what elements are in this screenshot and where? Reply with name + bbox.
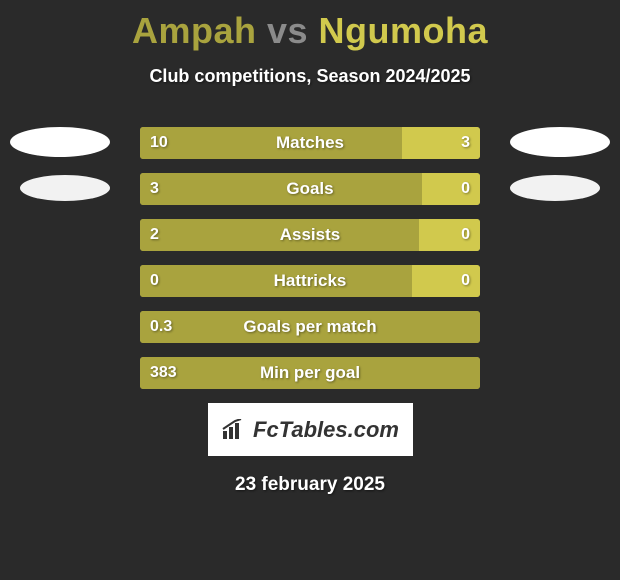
logo-text: FcTables.com <box>253 417 399 443</box>
date-text: 23 february 2025 <box>0 474 620 496</box>
stat-label: Assists <box>140 219 480 251</box>
stat-value-left: 383 <box>150 357 177 389</box>
stat-label: Min per goal <box>140 357 480 389</box>
vs-text: vs <box>267 10 308 51</box>
stat-row: Goals3 0 <box>140 173 480 205</box>
stat-row: Min per goal383 <box>140 357 480 389</box>
stat-row: Assists2 0 <box>140 219 480 251</box>
stat-value-left: 0.3 <box>150 311 172 343</box>
player1-club-placeholder <box>20 175 110 201</box>
chart-icon <box>221 419 247 441</box>
player1-badge-placeholder <box>10 127 110 157</box>
stat-label: Hattricks <box>140 265 480 297</box>
comparison-title: Ampah vs Ngumoha <box>0 0 620 52</box>
stat-value-right: 3 <box>461 127 470 159</box>
content-area: Matches103Goals30Assists20Hattricks00Goa… <box>0 127 620 496</box>
stat-value-left: 3 <box>150 173 159 205</box>
stat-value-right: 0 <box>461 219 470 251</box>
player2-club-placeholder <box>510 175 600 201</box>
subtitle: Club competitions, Season 2024/2025 <box>0 66 620 87</box>
stat-row: Hattricks0 0 <box>140 265 480 297</box>
stat-value-left: 10 <box>150 127 168 159</box>
stat-label: Goals per match <box>140 311 480 343</box>
stat-row: Matches10 3 <box>140 127 480 159</box>
stat-value-right: 0 <box>461 173 470 205</box>
stat-value-right: 0 <box>461 265 470 297</box>
fctables-logo: FcTables.com <box>208 403 413 456</box>
stat-row: Goals per match0.3 <box>140 311 480 343</box>
stat-value-left: 2 <box>150 219 159 251</box>
player1-name: Ampah <box>132 10 257 51</box>
player2-badge-placeholder <box>510 127 610 157</box>
player2-name: Ngumoha <box>319 10 489 51</box>
stat-label: Matches <box>140 127 480 159</box>
stat-bars: Matches103Goals30Assists20Hattricks00Goa… <box>140 127 480 389</box>
stat-value-left: 0 <box>150 265 159 297</box>
stat-label: Goals <box>140 173 480 205</box>
